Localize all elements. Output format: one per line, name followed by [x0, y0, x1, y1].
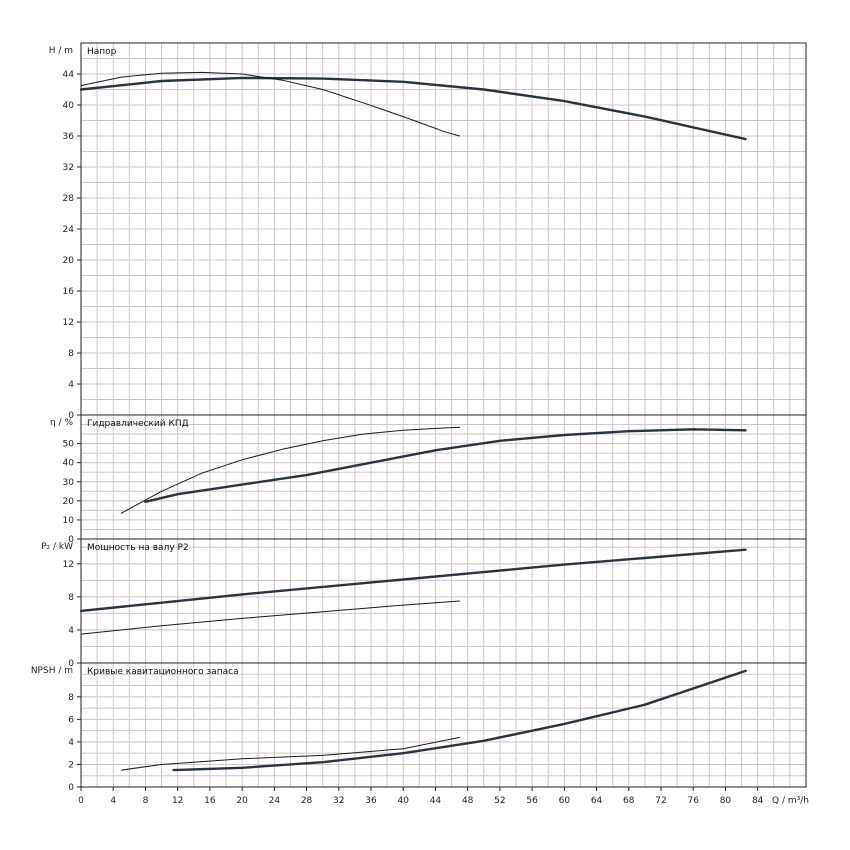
series-line-thin [80, 71, 461, 137]
y-tick-label: 0 [68, 783, 74, 793]
y-tick-label: 50 [63, 440, 75, 450]
panel-npsh: 0 2 4 6 8 NPSH / m Кривые кавитационного запас… [31, 662, 807, 793]
y-tick-label: 12 [63, 560, 74, 570]
y-axis-label: P₂ / kW [41, 542, 73, 552]
panel-title: Гидравлический КПД [87, 419, 189, 429]
y-tick-label: 6 [68, 715, 74, 725]
series-line-thick [144, 428, 747, 503]
x-tick-label: 60 [559, 796, 571, 806]
y-tick-label: 16 [63, 287, 75, 297]
panel-head: 0 4 8 12 16 20 24 28 32 36 40 44 H / m Напор [49, 42, 807, 421]
y-tick-label: 32 [63, 163, 74, 173]
x-tick-label: 80 [720, 796, 732, 806]
x-tick-label: 28 [301, 796, 313, 806]
x-tick-label: 56 [526, 796, 538, 806]
y-tick-label: 8 [68, 349, 74, 359]
y-tick-label: 0 [68, 535, 74, 545]
y-tick-label: 24 [63, 225, 75, 235]
y-tick-label: 40 [63, 101, 75, 111]
series-line-thin [120, 736, 461, 771]
panel-frame [80, 662, 807, 788]
y-tick-label: 10 [63, 516, 75, 526]
x-tick-label: 40 [397, 796, 409, 806]
y-tick-label: 4 [68, 380, 74, 390]
x-tick-label: 12 [172, 796, 183, 806]
y-tick-label: 28 [63, 194, 75, 204]
y-tick-label: 40 [63, 459, 75, 469]
x-tick-label: 84 [752, 796, 764, 806]
y-tick-label: 0 [68, 659, 74, 669]
y-tick-label: 36 [63, 132, 75, 142]
x-axis-label: Q / m³/h [772, 796, 809, 806]
series-line-thin [120, 426, 461, 514]
x-tick-label: 32 [333, 796, 344, 806]
x-tick-label: 76 [687, 796, 699, 806]
y-tick-label: 0 [68, 411, 74, 421]
x-tick-label: 68 [623, 796, 635, 806]
x-tick-label: 72 [655, 796, 666, 806]
y-tick-label: 12 [63, 318, 74, 328]
x-tick-label: 64 [591, 796, 603, 806]
y-tick-label: 30 [63, 478, 75, 488]
x-tick-label: 44 [430, 796, 442, 806]
y-tick-label: 4 [68, 626, 74, 636]
x-tick-label: 48 [462, 796, 474, 806]
x-tick-label: 4 [110, 796, 116, 806]
series-line-thick [172, 669, 747, 772]
y-tick-label: 4 [68, 738, 74, 748]
y-tick-label: 8 [68, 593, 74, 603]
x-tick-label: 24 [269, 796, 281, 806]
x-tick-label: 20 [236, 796, 248, 806]
y-axis-label: H / m [49, 46, 73, 56]
panel-efficiency: 0 10 20 30 40 50 η / % Гидравлический КПД [50, 414, 807, 545]
panel-title: Мощность на валу P2 [87, 543, 189, 553]
y-axis-label: η / % [50, 418, 73, 428]
x-tick-label: 16 [204, 796, 216, 806]
x-tick-label: 8 [143, 796, 149, 806]
series-line-thick [79, 548, 747, 613]
x-tick-label: 36 [365, 796, 377, 806]
panel-power: 0 4 8 12 P₂ / kW Мощность на валу P2 [41, 538, 807, 669]
y-tick-label: 2 [68, 760, 74, 770]
x-tick-label: 0 [78, 796, 84, 806]
series-line-thick [79, 76, 747, 141]
y-tick-label: 44 [63, 70, 75, 80]
panel-title: Кривые кавитационного запаса [87, 667, 239, 677]
y-tick-label: 8 [68, 693, 74, 703]
series-line-thin [80, 600, 461, 635]
panel-title: Напор [87, 47, 117, 57]
y-tick-label: 20 [63, 497, 75, 507]
y-axis-label: NPSH / m [31, 666, 73, 676]
y-tick-label: 20 [63, 256, 75, 266]
x-tick-label: 52 [494, 796, 505, 806]
